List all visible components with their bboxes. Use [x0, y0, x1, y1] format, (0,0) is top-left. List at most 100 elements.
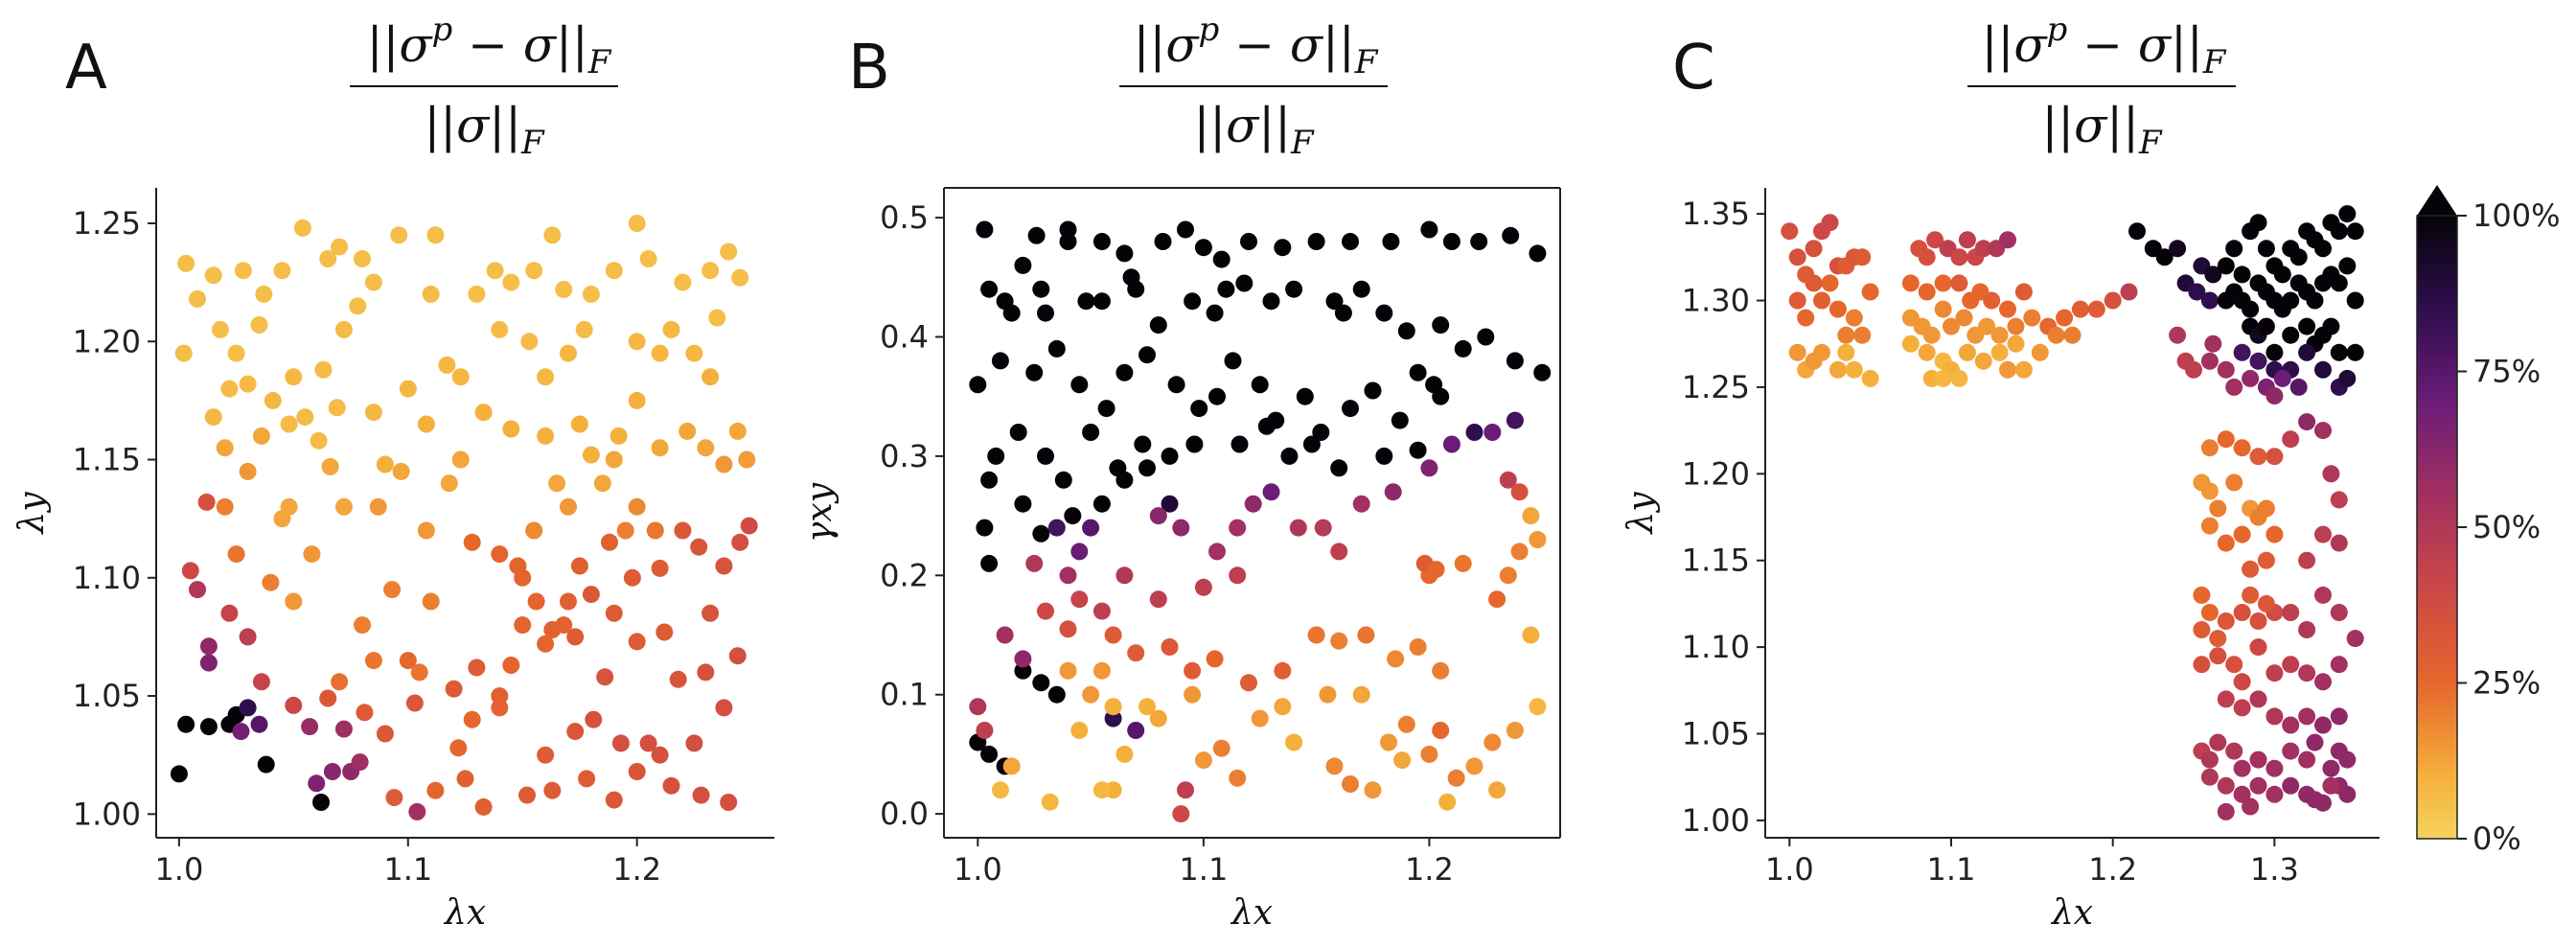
data-point [2225, 378, 2243, 396]
data-point [1059, 233, 1077, 250]
data-point [285, 368, 303, 386]
data-point [2266, 759, 2284, 777]
data-point [585, 710, 603, 728]
data-point [1262, 483, 1280, 501]
y-tick-label: 1.05 [73, 678, 141, 714]
data-point [2233, 525, 2251, 543]
data-point [2314, 716, 2332, 734]
data-point [2014, 283, 2033, 301]
data-point [293, 219, 311, 237]
data-point [2225, 240, 2243, 258]
data-point [1312, 424, 1330, 441]
data-point [570, 415, 588, 433]
data-point [2330, 604, 2348, 621]
data-point [656, 623, 674, 641]
data-point [204, 408, 222, 427]
data-point [1054, 471, 1072, 489]
data-point [285, 592, 303, 611]
data-point [969, 376, 987, 394]
y-tick-label: 1.05 [1682, 716, 1750, 752]
data-point [2322, 465, 2340, 483]
data-point [2298, 664, 2316, 682]
data-point [1027, 226, 1046, 244]
data-point [216, 497, 234, 516]
data-point [364, 273, 382, 291]
data-point [715, 455, 733, 474]
data-point [651, 344, 669, 362]
svg-text:||σ||F: ||σ||F [2041, 98, 2163, 162]
y-axis-label: γxy [800, 482, 840, 543]
scatter-plot-b: 1.0 1.1 1.2 0.0 0.1 0.2 0.3 0.4 0.5 λx γxy [800, 187, 1561, 933]
x-tick-label: 1.0 [1765, 851, 1814, 888]
data-point [2266, 525, 2284, 543]
data-point [2225, 656, 2243, 674]
x-axis-label: λx [443, 893, 486, 933]
colorbar-tick-label: 25% [2472, 665, 2541, 702]
data-point [1529, 531, 1547, 548]
data-point [1934, 274, 1952, 292]
data-point [1438, 793, 1457, 811]
data-point [2330, 343, 2348, 361]
data-point [2200, 751, 2219, 769]
data-point [2338, 751, 2357, 769]
data-point [1325, 757, 1344, 775]
data-point [1357, 626, 1375, 644]
data-point [1082, 519, 1100, 537]
data-point [334, 720, 353, 738]
data-point [1420, 459, 1438, 477]
data-point [474, 797, 493, 816]
data-point [1529, 244, 1547, 263]
data-point [1325, 292, 1344, 311]
y-tick-label: 0.1 [880, 677, 929, 713]
scatter-plot-a: 1.0 1.1 1.2 1.00 1.05 1.10 1.15 1.20 1.25 λx λy [12, 188, 774, 933]
data-point [2266, 448, 2284, 466]
data-point [639, 250, 657, 267]
data-point [2298, 343, 2316, 361]
data-point [280, 497, 298, 516]
data-point [2249, 638, 2267, 657]
data-point [1821, 274, 1839, 292]
data-point [2200, 768, 2219, 786]
data-point [518, 786, 536, 804]
data-point [2200, 604, 2219, 621]
x-tick-label: 1.2 [612, 851, 661, 888]
data-point [2031, 343, 2049, 361]
data-point [334, 320, 353, 338]
y-tick-label: 1.35 [1682, 196, 1750, 232]
data-point [2306, 291, 2324, 310]
data-point [1138, 459, 1156, 477]
data-point [2257, 594, 2275, 612]
data-point [1432, 722, 1450, 739]
data-point [1149, 316, 1167, 335]
data-point [646, 521, 664, 540]
svg-text:||σp − σ||F: ||σp − σ||F [1134, 11, 1379, 81]
data-point [1280, 447, 1299, 465]
data-point [628, 333, 646, 351]
data-point [1229, 519, 1247, 537]
data-point [1990, 326, 2009, 344]
data-point [2242, 300, 2260, 318]
data-point [257, 755, 275, 774]
data-point [980, 554, 999, 572]
data-point [2217, 776, 2235, 795]
data-point [2282, 326, 2300, 344]
data-point [1037, 304, 1054, 322]
data-point [369, 497, 387, 516]
data-point [1488, 590, 1506, 609]
data-point [1805, 274, 1823, 292]
data-point [1861, 283, 1879, 301]
data-point [1958, 231, 1976, 249]
data-point [422, 592, 440, 611]
data-point [451, 368, 470, 386]
data-point [605, 450, 623, 469]
scatter-plot-c: 1.0 1.1 1.2 1.3 1.00 1.05 1.10 1.15 1.20 1.25 1.30… [1622, 188, 2380, 933]
data-point [1229, 769, 1247, 787]
data-point [1092, 495, 1111, 513]
data-point [440, 474, 458, 493]
data-point [239, 462, 257, 480]
data-point [1950, 248, 1968, 266]
data-point [1172, 805, 1190, 823]
data-point [1212, 739, 1230, 757]
data-point [1082, 424, 1100, 441]
data-point [280, 415, 298, 433]
